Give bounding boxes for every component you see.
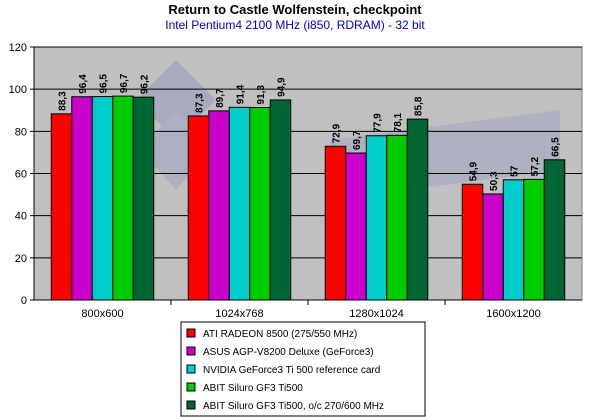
legend-swatch	[186, 400, 196, 410]
data-label: 91,4	[236, 84, 247, 104]
bar	[187, 115, 210, 301]
data-label: 94,9	[277, 77, 288, 97]
data-label: 96,5	[99, 74, 110, 94]
bar	[523, 178, 545, 301]
y-tick-label: 80	[15, 126, 27, 138]
data-label: 96,2	[140, 74, 151, 94]
legend-swatch	[186, 364, 196, 374]
legend-swatch	[186, 328, 196, 338]
bar	[502, 179, 525, 301]
y-tick-label: 20	[15, 253, 27, 265]
y-tick-label: 40	[15, 211, 27, 223]
data-label: 85,8	[414, 96, 425, 116]
bar	[269, 99, 292, 301]
y-tick-label: 0	[21, 295, 27, 307]
data-label: 78,1	[393, 112, 404, 132]
data-label: 69,7	[352, 130, 363, 150]
bar	[461, 183, 484, 301]
bar	[345, 152, 367, 301]
data-label: 72,9	[332, 123, 343, 143]
bar	[386, 134, 408, 301]
legend-swatch	[186, 346, 196, 356]
data-label: 77,9	[373, 113, 384, 133]
bar	[543, 159, 566, 301]
data-label: 57,2	[530, 157, 541, 177]
bar	[208, 110, 230, 301]
data-label: 91,3	[256, 85, 267, 105]
x-tick-label: 1280x1024	[349, 308, 403, 320]
legend	[180, 321, 426, 417]
y-tick-label: 120	[9, 42, 27, 54]
data-label: 96,7	[119, 73, 130, 93]
bar	[132, 96, 155, 301]
legend-swatch	[186, 382, 196, 392]
legend-label: ATI RADEON 8500 (275/550 MHz)	[203, 329, 357, 340]
data-label: 66,5	[551, 137, 562, 157]
bar	[50, 113, 73, 301]
bar	[71, 96, 93, 301]
x-tick-label: 1600x1200	[486, 308, 540, 320]
chart-subtitle: Intel Pentium4 2100 MHz (i850, RDRAM) - …	[165, 18, 425, 32]
bar	[482, 193, 504, 301]
bar	[365, 135, 388, 301]
data-label: 87,3	[195, 93, 206, 113]
x-tick-label: 1024x768	[215, 308, 263, 320]
legend-label: ABIT Siluro GF3 Ti500, o/c 270/600 MHz	[203, 401, 384, 412]
data-label: 54,9	[469, 161, 480, 181]
bar	[406, 118, 429, 301]
data-label: 89,7	[215, 88, 226, 108]
data-label: 96,4	[78, 74, 89, 94]
bar	[228, 106, 251, 301]
y-tick-label: 100	[9, 84, 27, 96]
chart-title: Return to Castle Wolfenstein, checkpoint	[168, 2, 422, 17]
legend-label: ASUS AGP-V8200 Deluxe (GeForce3)	[203, 347, 374, 358]
data-label: 57	[510, 165, 521, 177]
legend-label: NVIDIA GeForce3 Ti 500 reference card	[203, 365, 380, 376]
bar	[91, 96, 114, 301]
legend-label: ABIT Siluro GF3 Ti500	[203, 383, 303, 394]
bar	[112, 95, 134, 301]
data-label: 88,3	[58, 91, 69, 111]
bar	[249, 107, 271, 301]
y-tick-label: 60	[15, 169, 27, 181]
x-tick-label: 800x600	[81, 308, 123, 320]
bar	[324, 145, 347, 301]
data-label: 50,3	[489, 171, 500, 191]
